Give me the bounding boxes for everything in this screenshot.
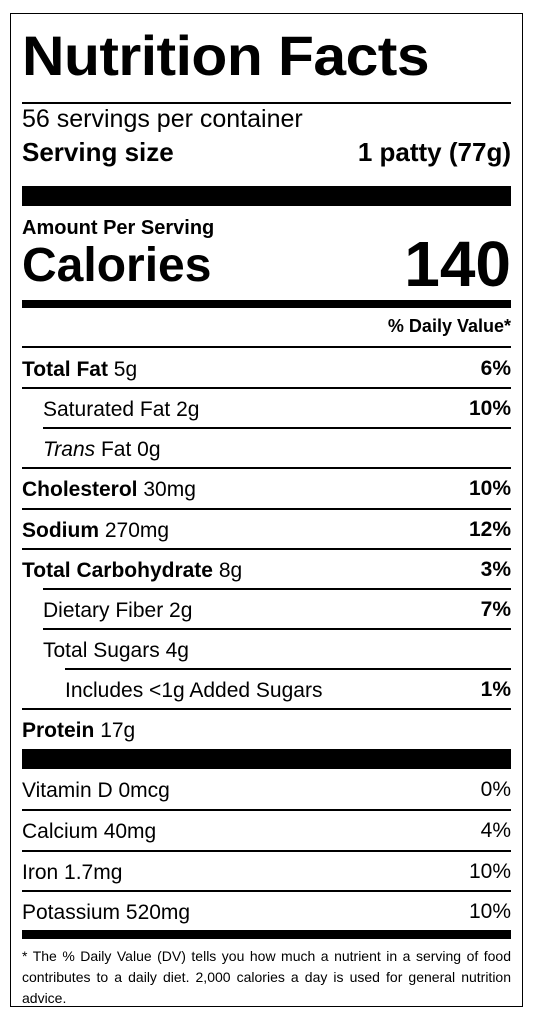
row-divider xyxy=(22,809,511,811)
nutrient-name: Total Carbohydrate xyxy=(22,559,213,582)
nutrient-row-sodium: Sodium 270mg 12% xyxy=(22,509,511,549)
nutrient-amount: 30mg xyxy=(143,478,196,501)
serving-size-label: Serving size xyxy=(22,137,174,167)
row-divider xyxy=(43,427,511,429)
row-divider xyxy=(22,467,511,469)
vitamin-amount: 520mg xyxy=(125,901,191,924)
vitamin-name: Potassium xyxy=(22,901,121,924)
nutrient-amount: 8g xyxy=(218,559,243,582)
daily-value-header: % Daily Value* xyxy=(387,316,511,336)
calories-rule xyxy=(22,300,511,308)
nutrient-dv: 7% xyxy=(480,598,511,621)
vitamin-row-calcium: Calcium 40mg 4% xyxy=(22,810,511,850)
row-divider xyxy=(22,708,511,710)
footnote: * The % Daily Value (DV) tells you how m… xyxy=(22,948,511,1006)
row-divider xyxy=(22,850,511,852)
vitamin-dv: 0% xyxy=(480,778,511,801)
nutrient-name: Sodium xyxy=(22,519,99,542)
vitamin-row-vitamin-d: Vitamin D 0mcg 0% xyxy=(22,769,511,809)
servings-per-container: 56 servings per container xyxy=(22,105,303,133)
nutrient-name: Total Fat xyxy=(22,358,108,381)
row-divider xyxy=(22,548,511,550)
row-divider xyxy=(65,668,511,670)
nutrient-row-added-sugars: Includes <1g Added Sugars 1% xyxy=(22,669,511,709)
title-rule xyxy=(22,102,511,104)
calories-label: Calories xyxy=(22,239,212,292)
nutrient-dv: 6% xyxy=(480,357,511,380)
vitamin-name: Calcium xyxy=(22,820,98,843)
nutrient-name: Saturated Fat xyxy=(43,398,171,421)
vitamin-amount: 1.7mg xyxy=(64,861,123,884)
vitamin-dv: 10% xyxy=(468,860,511,883)
nutrient-amount: 0g xyxy=(137,438,161,461)
vitamin-row-potassium: Potassium 520mg 10% xyxy=(22,891,511,931)
row-divider xyxy=(22,387,511,389)
thick-rule-vitamins xyxy=(22,749,511,769)
vitamin-amount: 40mg xyxy=(103,820,157,843)
thick-rule-top xyxy=(22,186,511,206)
nutrient-amount: 17g xyxy=(100,719,136,742)
dv-rule xyxy=(22,346,511,348)
label-content: Nutrition Facts 56 servings per containe… xyxy=(22,14,511,1006)
nutrient-dv: 3% xyxy=(480,558,511,581)
vitamin-dv: 4% xyxy=(480,819,511,842)
vitamin-dv: 10% xyxy=(468,900,511,923)
nutrient-row-total-fat: Total Fat 5g 6% xyxy=(22,348,511,388)
nutrient-name: Trans xyxy=(43,438,96,461)
vitamin-name: Vitamin D xyxy=(22,779,113,802)
nutrient-amount: 270mg xyxy=(104,519,170,542)
vitamin-row-iron: Iron 1.7mg 10% xyxy=(22,851,511,891)
nutrient-name: Includes <1g Added Sugars xyxy=(65,679,323,702)
amount-per-serving: Amount Per Serving xyxy=(22,217,215,239)
nutrient-name: Protein xyxy=(22,719,95,742)
nutrient-dv: 10% xyxy=(468,477,511,500)
row-divider xyxy=(22,890,511,892)
nutrient-name: Total Sugars xyxy=(43,639,160,662)
nutrient-name: Cholesterol xyxy=(22,478,138,501)
nutrient-amount: 2g xyxy=(169,599,193,622)
nutrient-amount: 2g xyxy=(176,398,200,421)
nutrient-name: Dietary Fiber xyxy=(43,599,164,622)
nutrient-amount: 4g xyxy=(165,639,189,662)
label-title: Nutrition Facts xyxy=(22,24,430,87)
nutrient-row-dietary-fiber: Dietary Fiber 2g 7% xyxy=(22,589,511,629)
nutrient-row-protein: Protein 17g xyxy=(22,709,511,749)
nutrient-name-rest: Fat xyxy=(100,438,132,461)
calories-value: 140 xyxy=(404,228,511,300)
vitamin-name: Iron xyxy=(22,861,59,884)
nutrient-row-total-sugars: Total Sugars 4g xyxy=(22,629,511,669)
row-divider xyxy=(43,588,511,590)
nutrient-row-total-carbohydrate: Total Carbohydrate 8g 3% xyxy=(22,549,511,589)
row-divider xyxy=(22,508,511,510)
nutrient-row-saturated-fat: Saturated Fat 2g 10% xyxy=(22,388,511,428)
nutrition-facts-label: Nutrition Facts 56 servings per containe… xyxy=(10,13,523,1007)
serving-size-value: 1 patty (77g) xyxy=(357,137,511,167)
nutrient-dv: 1% xyxy=(480,678,511,701)
nutrient-amount: 5g xyxy=(113,358,138,381)
nutrient-dv: 10% xyxy=(468,397,511,420)
nutrient-row-trans-fat: Trans Fat 0g xyxy=(22,428,511,468)
footnote-rule xyxy=(22,930,511,939)
nutrient-row-cholesterol: Cholesterol 30mg 10% xyxy=(22,468,511,508)
row-divider xyxy=(43,628,511,630)
nutrient-dv: 12% xyxy=(468,518,511,541)
vitamin-amount: 0mcg xyxy=(118,779,170,802)
